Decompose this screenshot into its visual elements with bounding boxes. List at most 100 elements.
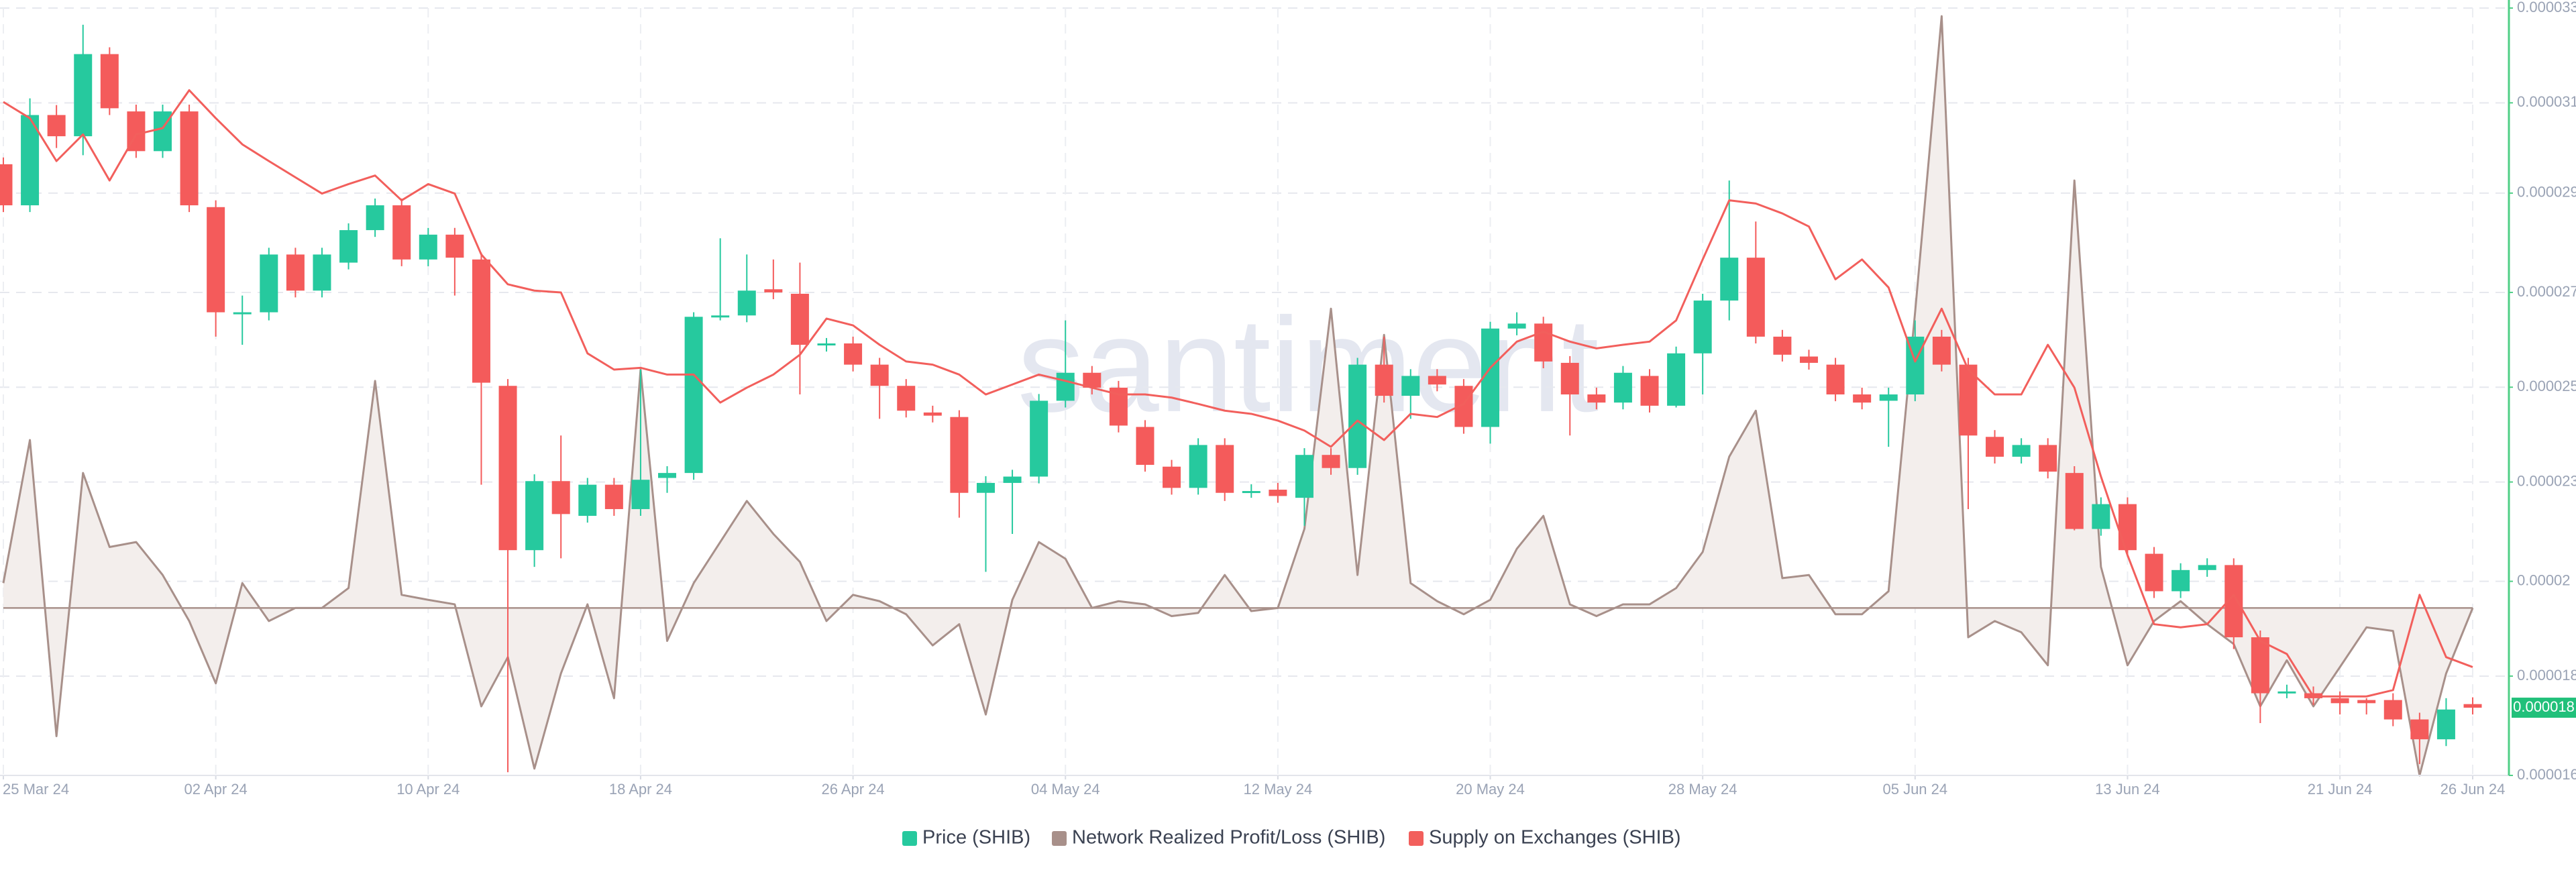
candle-body: [21, 115, 40, 206]
candle-body: [1189, 445, 1208, 488]
legend-swatch: [1409, 831, 1424, 846]
x-tick-label: 05 Jun 24: [1882, 781, 1947, 798]
candle-body: [2118, 504, 2137, 551]
candle-body: [737, 290, 756, 316]
legend-swatch: [1052, 831, 1067, 846]
x-tick-label: 20 May 24: [1456, 781, 1525, 798]
candle-body: [790, 293, 809, 345]
candle-body: [1693, 301, 1712, 353]
candle-body: [1216, 445, 1234, 493]
candle-body: [976, 482, 995, 493]
candle-body: [2330, 698, 2349, 704]
x-tick-label: 28 May 24: [1668, 781, 1737, 798]
candle-body: [2092, 504, 2110, 529]
x-tick-label: 13 Jun 24: [2095, 781, 2160, 798]
candle-body: [2039, 445, 2057, 472]
candle-body: [2383, 700, 2402, 720]
candle-body: [1163, 466, 1181, 488]
area-line: [2, 15, 2474, 777]
candle-body: [2463, 704, 2482, 708]
candle-body: [1932, 336, 1951, 365]
x-tick-label: 25 Mar 24: [3, 781, 69, 798]
candle-body: [47, 115, 66, 137]
candle-body: [2198, 565, 2216, 570]
candle-body: [74, 54, 93, 137]
candle-body: [817, 343, 836, 345]
candle-body: [1879, 394, 1898, 401]
candle-body: [1826, 364, 1845, 395]
candle-body: [1853, 394, 1872, 403]
candle-body: [0, 164, 13, 206]
x-tick-label: 18 Apr 24: [609, 781, 672, 798]
candle-body: [445, 234, 464, 258]
candle-body: [1481, 328, 1500, 427]
candle-body: [1003, 476, 1022, 483]
legend-swatch: [902, 831, 917, 846]
x-tick-label: 26 Jun 24: [2440, 781, 2506, 798]
axes: 0.000016 0.000018 0.00002 0.000023 0.000025 0…: [0, 0, 2576, 798]
candle-body: [1348, 364, 1367, 468]
candle-body: [1242, 491, 1260, 494]
candle-body: [764, 289, 783, 292]
y-tick-label: 0.00002: [2517, 571, 2571, 588]
candle-body: [2145, 553, 2163, 592]
x-tick-label: 21 Jun 24: [2308, 781, 2373, 798]
candle-body: [1507, 323, 1526, 329]
candle-body: [2251, 637, 2269, 694]
candle-body: [2357, 700, 2376, 704]
watermark: santiment: [1017, 290, 1599, 440]
y-tick-label: 0.000023: [2517, 472, 2576, 489]
candle-body: [1295, 455, 1313, 498]
last-price-box: [2512, 698, 2576, 718]
candle-body: [260, 254, 278, 313]
candle-body: [1428, 376, 1446, 385]
y-tick-label: 0.000027: [2517, 283, 2576, 300]
candles: [0, 24, 2482, 773]
x-tick-label: 12 May 24: [1244, 781, 1313, 798]
y-tick-label: 0.000016: [2517, 766, 2576, 783]
candle-body: [2277, 691, 2296, 694]
candle-body: [2436, 709, 2455, 740]
y-tick-label: 0.000018: [2517, 667, 2576, 684]
candle-body: [604, 484, 623, 509]
candle-body: [2012, 445, 2031, 457]
candle-body: [366, 205, 384, 231]
x-tick-label: 04 May 24: [1031, 781, 1100, 798]
candle-body: [1587, 394, 1606, 403]
candle-body: [923, 412, 942, 416]
candle-body: [286, 254, 305, 291]
candle-body: [658, 473, 677, 478]
candle-body: [472, 259, 490, 383]
last-price-label: 0.000018: [2513, 698, 2575, 715]
candle-body: [1640, 376, 1659, 406]
candle-body: [180, 111, 199, 206]
candle-body: [631, 480, 650, 509]
candle-body: [711, 315, 730, 318]
candle-body: [313, 254, 331, 291]
candle-body: [1322, 455, 1340, 468]
candle-body: [1401, 376, 1420, 396]
candle-body: [1613, 372, 1632, 403]
candle-body: [551, 481, 570, 514]
candle-body: [419, 234, 437, 260]
candle-body: [392, 205, 411, 260]
x-tick-label: 10 Apr 24: [396, 781, 460, 798]
candle-body: [844, 343, 863, 365]
candle-body: [339, 230, 358, 263]
candle-body: [1720, 258, 1739, 301]
candle-body: [1534, 323, 1553, 362]
x-tick-label: 02 Apr 24: [184, 781, 248, 798]
candle-body: [1667, 353, 1686, 406]
y-tick-label: 0.000031: [2517, 93, 2576, 110]
candle-body: [100, 54, 119, 109]
candle-body: [525, 481, 544, 551]
line-series: [3, 89, 2473, 698]
area-layer: [2, 15, 2474, 777]
candle-body: [950, 417, 969, 493]
y-tick-label: 0.000033: [2517, 0, 2576, 15]
candle-body: [1986, 437, 2004, 457]
y-tick-label: 0.000025: [2517, 378, 2576, 394]
line-layer: [3, 89, 2473, 698]
